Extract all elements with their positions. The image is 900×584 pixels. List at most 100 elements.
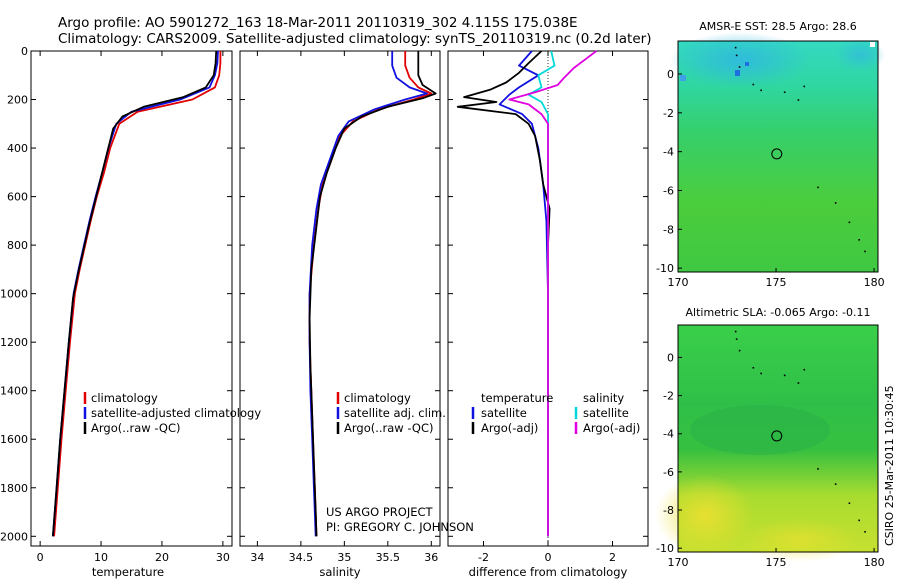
map-x-tick-label: 180 (864, 276, 885, 289)
x-tick-label: 34 (250, 551, 264, 564)
legend-label-satellite: satellite adj. clim. (344, 406, 446, 420)
island-mark (752, 83, 755, 86)
map-y-tick-label: 0 (667, 68, 674, 81)
island-mark (735, 338, 738, 340)
y-tick-label: 200 (7, 94, 28, 107)
series-argo-raw-qc- (308, 51, 437, 537)
island-mark (734, 330, 737, 333)
island-mark (848, 502, 851, 505)
island-mark (817, 468, 819, 470)
island-mark (864, 531, 866, 533)
sla-map-panel: Altimetric SLA: -0.065 Argo: -0.11 170 17… (655, 306, 885, 569)
legend-label-satellite: satellite-adjusted climatology (91, 406, 261, 420)
map-y-tick-label: -4 (663, 146, 674, 159)
series-temperature-argo-adj- (456, 50, 551, 537)
legend-label-argo: Argo(..raw -QC) (344, 421, 434, 435)
title-line-1: Argo profile: AO 5901272_163 18-Mar-2011… (58, 15, 578, 31)
salinity-panel: 34 34.5 35 35.5 36 salinity climatology sate… (239, 50, 474, 579)
island-mark (738, 66, 741, 68)
difference-panel: -2 0 2 difference from climatology tempera… (447, 50, 649, 579)
legend-label-sal-argo: Argo(-adj) (583, 421, 640, 435)
map-y-tick-label: 0 (667, 351, 674, 364)
difference-xlabel: difference from climatology (469, 565, 628, 579)
series-satellite-adj-clim- (308, 51, 428, 537)
map-y-tick-label: -10 (656, 262, 674, 275)
island-mark (803, 368, 806, 371)
island-mark (834, 483, 837, 485)
island-mark (797, 382, 800, 384)
legend-label-climatology: climatology (91, 391, 158, 405)
sst-map-panel: AMSR-E SST: 28.5 Argo: 28.6 170 175 180 0 -2… (656, 20, 885, 289)
island-mark (848, 221, 851, 224)
series-argo-raw-qc- (52, 50, 218, 537)
sla-map-title: Altimetric SLA: -0.065 Argo: -0.11 (686, 306, 871, 319)
map-x-tick-label: 170 (668, 276, 689, 289)
legend-title-salinity: salinity (583, 391, 624, 405)
island-mark (803, 85, 806, 88)
map-y-tick-label: -6 (663, 184, 674, 197)
x-tick-label: -2 (478, 551, 489, 564)
map-y-tick-label: -2 (663, 107, 674, 120)
island-mark (760, 372, 762, 375)
series-satellite-adjusted-climatology (52, 50, 219, 537)
map-y-tick-label: -8 (663, 504, 674, 517)
timestamp-stamp: CSIRO 25-Mar-2011 10:30:45 (883, 385, 896, 546)
x-tick-label: 34.5 (289, 551, 314, 564)
map-y-tick-label: -10 (656, 542, 674, 555)
island-mark (797, 99, 800, 101)
island-mark (734, 46, 737, 49)
float-position-marker (771, 430, 783, 442)
island-mark (817, 186, 819, 189)
map-x-tick-label: 180 (864, 556, 885, 569)
island-mark (783, 91, 786, 94)
salinity-legend: climatology satellite adj. clim. Argo(..… (336, 391, 446, 435)
y-tick-label: 0 (21, 45, 28, 58)
x-tick-label: 10 (94, 551, 108, 564)
legend-title-temperature: temperature (481, 391, 553, 405)
title-line-2: Climatology: CARS2009. Satellite-adjuste… (58, 31, 651, 47)
y-tick-label: 1600 (0, 433, 28, 446)
map-y-tick-label: -8 (663, 223, 674, 236)
map-y-tick-label: -2 (663, 390, 674, 403)
y-tick-label: 1000 (0, 288, 28, 301)
x-tick-label: 2 (609, 551, 616, 564)
legend-label-sal-satellite: satellite (583, 406, 629, 420)
legend-label-temp-argo: Argo(-adj) (481, 421, 538, 435)
x-tick-label: 36 (424, 551, 438, 564)
temperature-legend: climatology satellite-adjusted climatolo… (83, 391, 261, 435)
float-position-marker (771, 148, 783, 160)
sst-map-title: AMSR-E SST: 28.5 Argo: 28.6 (699, 20, 857, 33)
island-mark (752, 366, 755, 369)
legend-label-argo: Argo(..raw -QC) (91, 421, 181, 435)
project-label: US ARGO PROJECT (326, 505, 434, 519)
y-tick-label: 1400 (0, 385, 28, 398)
x-tick-label: 30 (216, 551, 230, 564)
temperature-panel: 0 10 20 30 0 200 400 600 800 1000 1200 1400 1600 1800… (0, 45, 261, 579)
island-mark (783, 374, 786, 377)
map-y-tick-label: -6 (663, 466, 674, 479)
island-mark (834, 202, 837, 204)
map-x-tick-label: 175 (766, 276, 787, 289)
x-tick-label: 0 (37, 551, 44, 564)
legend-label-temp-satellite: satellite (481, 406, 527, 420)
island-mark (738, 349, 741, 352)
y-tick-label: 800 (7, 239, 28, 252)
series-temperature-satellite (498, 50, 549, 537)
y-tick-label: 1200 (0, 336, 28, 349)
series-salinity-argo-adj- (508, 50, 597, 537)
pi-label: PI: GREGORY C. JOHNSON (326, 520, 474, 534)
x-tick-label: 35 (337, 551, 351, 564)
series-climatology (308, 51, 433, 537)
map-y-tick-label: -4 (663, 428, 674, 441)
temperature-xlabel: temperature (92, 565, 164, 579)
series-climatology (53, 51, 222, 537)
x-tick-label: 20 (155, 551, 169, 564)
y-tick-label: 1800 (0, 482, 28, 495)
island-mark (760, 89, 762, 92)
island-mark (858, 519, 860, 522)
y-tick-label: 400 (7, 142, 28, 155)
island-mark (735, 54, 738, 57)
y-tick-label: 600 (7, 191, 28, 204)
map-x-tick-label: 170 (668, 556, 689, 569)
